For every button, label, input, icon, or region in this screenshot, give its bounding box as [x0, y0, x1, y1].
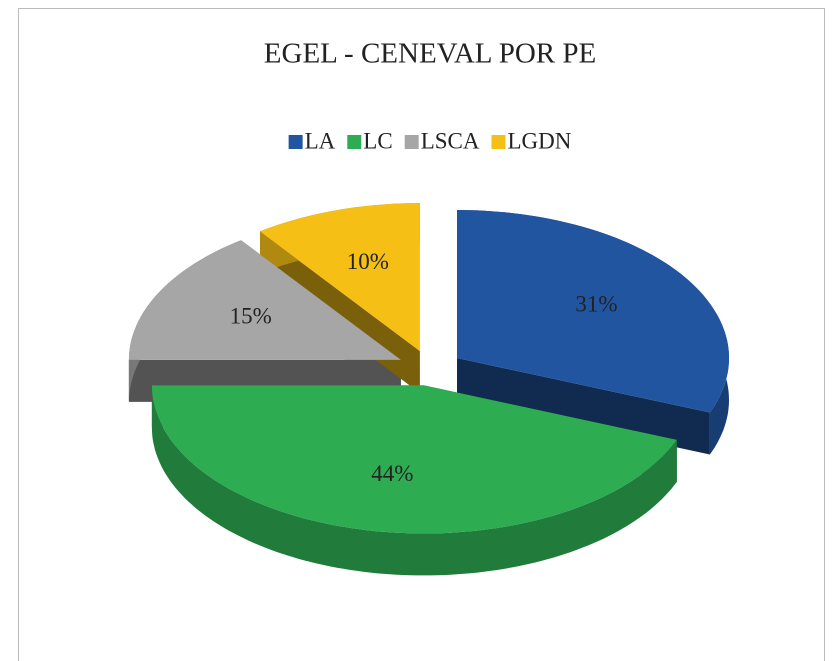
- legend-swatch: [491, 135, 506, 149]
- legend-label: LC: [363, 128, 392, 153]
- legend-swatch: [288, 135, 303, 149]
- data-label: 44%: [371, 461, 413, 486]
- slice-tops: [128, 203, 729, 534]
- slice-side: [457, 358, 710, 455]
- slice: [260, 203, 420, 352]
- data-label: 31%: [575, 292, 617, 317]
- slice-labels: 31% 44% 15% 10%: [230, 249, 618, 486]
- legend-swatch: [404, 135, 419, 149]
- slice: [151, 385, 677, 534]
- slice: [128, 240, 401, 360]
- slice-side: [151, 385, 677, 576]
- legend-label: LA: [305, 128, 336, 153]
- data-label: 10%: [347, 249, 389, 274]
- legend-swatch: [347, 135, 362, 149]
- slice: [457, 210, 729, 413]
- legend-label: LSCA: [421, 128, 480, 153]
- legend-label: LGDN: [507, 128, 571, 153]
- chart-title: EGEL - CENEVAL POR PE: [264, 38, 596, 70]
- data-label: 15%: [230, 304, 272, 329]
